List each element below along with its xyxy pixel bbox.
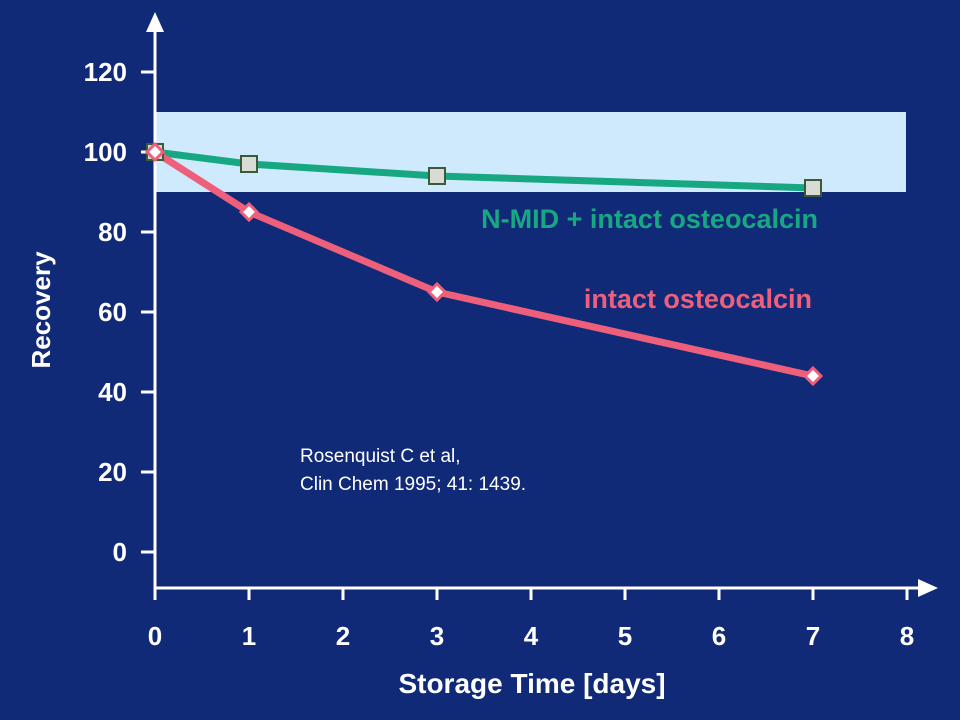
- data-point-square: [428, 167, 446, 185]
- x-tick-label: 4: [524, 621, 539, 651]
- x-axis-arrowhead: [918, 579, 938, 597]
- data-point-square: [804, 179, 822, 197]
- data-point-diamond: [426, 281, 448, 303]
- x-tick-label: 1: [242, 621, 256, 651]
- data-point-diamond: [238, 201, 260, 223]
- series-line-1: [151, 148, 817, 380]
- y-tick-label: 20: [98, 457, 127, 487]
- data-point-square: [240, 155, 258, 173]
- y-axis-title: Recovery: [26, 251, 56, 369]
- x-tick-label: 3: [430, 621, 444, 651]
- y-tick-label: 60: [98, 297, 127, 327]
- x-tick-label: 8: [900, 621, 914, 651]
- series-label-nmid: N-MID + intact osteocalcin: [481, 204, 818, 234]
- x-tick-label: 7: [806, 621, 820, 651]
- x-tick-label: 6: [712, 621, 726, 651]
- x-tick-label: 2: [336, 621, 350, 651]
- citation-line-2: Clin Chem 1995; 41: 1439.: [300, 474, 526, 495]
- x-tick-label: 0: [148, 621, 162, 651]
- y-axis-arrowhead: [146, 12, 164, 32]
- y-tick-label: 40: [98, 377, 127, 407]
- y-tick-label: 100: [84, 137, 127, 167]
- data-point-diamond: [144, 141, 166, 163]
- series-line-0: [151, 148, 817, 192]
- x-tick-label: 5: [618, 621, 632, 651]
- y-tick-label: 120: [84, 57, 127, 87]
- y-tick-label: 80: [98, 217, 127, 247]
- data-point-diamond: [802, 365, 824, 387]
- citation-line-1: Rosenquist C et al,: [300, 446, 461, 467]
- x-axis-title: Storage Time [days]: [398, 668, 665, 699]
- series-label-intact: intact osteocalcin: [584, 284, 812, 314]
- y-tick-label: 0: [113, 537, 127, 567]
